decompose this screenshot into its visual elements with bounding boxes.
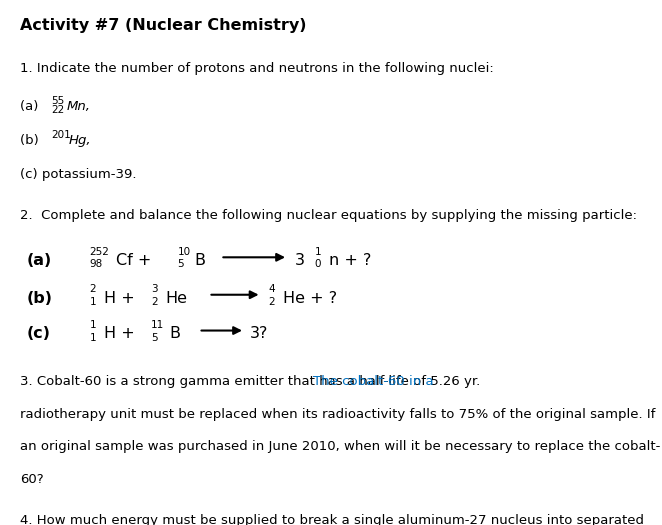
Text: He + ?: He + ? bbox=[283, 290, 337, 306]
Text: 22: 22 bbox=[52, 105, 65, 115]
Text: 3: 3 bbox=[151, 284, 158, 294]
Text: 201: 201 bbox=[52, 130, 71, 140]
Text: 11: 11 bbox=[151, 320, 164, 330]
Text: radiotherapy unit must be replaced when its radioactivity falls to 75% of the or: radiotherapy unit must be replaced when … bbox=[20, 408, 655, 421]
Text: (b): (b) bbox=[26, 290, 52, 306]
Text: Activity #7 (Nuclear Chemistry): Activity #7 (Nuclear Chemistry) bbox=[20, 18, 307, 34]
Text: (a): (a) bbox=[26, 253, 52, 268]
Text: B: B bbox=[194, 253, 205, 268]
Text: 2.  Complete and balance the following nuclear equations by supplying the missin: 2. Complete and balance the following nu… bbox=[20, 209, 637, 222]
Text: Hg,: Hg, bbox=[68, 134, 91, 148]
Text: B: B bbox=[169, 327, 181, 341]
Text: 2: 2 bbox=[151, 297, 158, 307]
Text: Mn,: Mn, bbox=[66, 100, 90, 113]
Text: 3: 3 bbox=[295, 253, 305, 268]
Text: n + ?: n + ? bbox=[329, 253, 371, 268]
Text: H +: H + bbox=[104, 290, 140, 306]
Text: H +: H + bbox=[104, 327, 140, 341]
Text: 0: 0 bbox=[314, 259, 321, 269]
Text: 3. Cobalt-60 is a strong gamma emitter that has a half-life of 5.26 yr.: 3. Cobalt-60 is a strong gamma emitter t… bbox=[20, 375, 485, 388]
Text: 2: 2 bbox=[89, 284, 96, 294]
Text: 1: 1 bbox=[314, 247, 321, 257]
Text: (c): (c) bbox=[26, 327, 50, 341]
Text: 4. How much energy must be supplied to break a single aluminum-27 nucleus into s: 4. How much energy must be supplied to b… bbox=[20, 514, 644, 525]
Text: 98: 98 bbox=[89, 259, 103, 269]
Text: 252: 252 bbox=[89, 247, 109, 257]
Text: 10: 10 bbox=[177, 247, 191, 257]
Text: (a): (a) bbox=[20, 100, 42, 113]
Text: 3?: 3? bbox=[250, 327, 269, 341]
Text: Cf +: Cf + bbox=[116, 253, 156, 268]
Text: 5: 5 bbox=[177, 259, 184, 269]
Text: an original sample was purchased in June 2010, when will it be necessary to repl: an original sample was purchased in June… bbox=[20, 440, 660, 454]
Text: 4: 4 bbox=[268, 284, 275, 294]
Text: (b): (b) bbox=[20, 134, 43, 148]
Text: 1: 1 bbox=[89, 297, 96, 307]
Text: He: He bbox=[166, 290, 187, 306]
Text: 2: 2 bbox=[268, 297, 275, 307]
Text: 1. Indicate the number of protons and neutrons in the following nuclei:: 1. Indicate the number of protons and ne… bbox=[20, 62, 494, 75]
Text: 1: 1 bbox=[89, 333, 96, 343]
Text: (c) potassium-39.: (c) potassium-39. bbox=[20, 168, 136, 181]
Text: 55: 55 bbox=[52, 96, 65, 106]
Text: 1: 1 bbox=[89, 320, 96, 330]
Text: 60?: 60? bbox=[20, 473, 44, 486]
Text: 5: 5 bbox=[151, 333, 158, 343]
Text: The cobalt-60 in a: The cobalt-60 in a bbox=[313, 375, 434, 388]
